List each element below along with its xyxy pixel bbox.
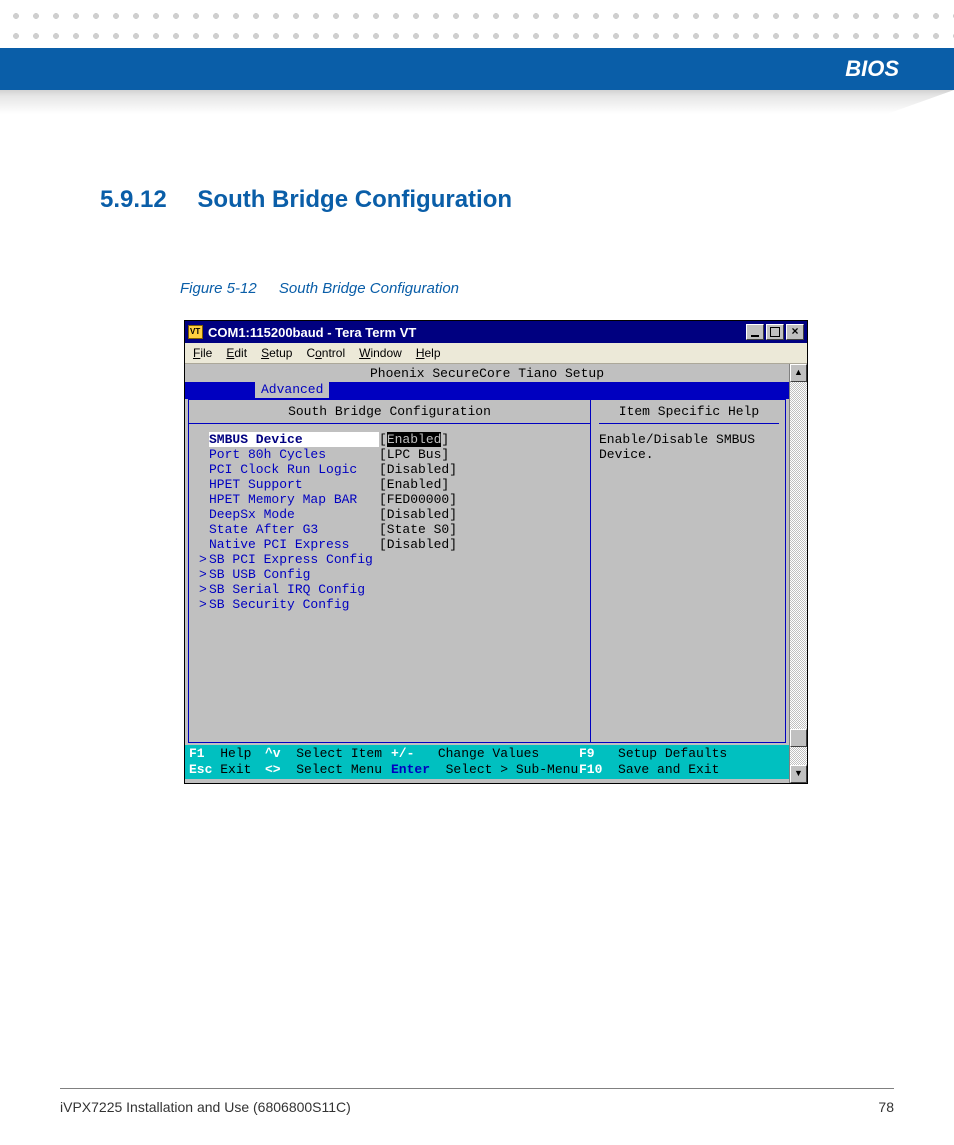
option-label: DeepSx Mode [209, 507, 379, 522]
bios-option-row[interactable]: PCI Clock Run Logic[Disabled] [189, 462, 590, 477]
option-label: PCI Clock Run Logic [209, 462, 379, 477]
option-value: [LPC Bus] [379, 447, 449, 462]
option-label: HPET Support [209, 477, 379, 492]
bios-option-row[interactable]: >SB Serial IRQ Config [189, 582, 590, 597]
bios-tab-advanced[interactable]: Advanced [255, 382, 329, 398]
bios-option-row[interactable]: >SB Security Config [189, 597, 590, 612]
blank [199, 537, 209, 552]
window-titlebar[interactable]: COM1:115200baud - Tera Term VT × [185, 321, 807, 343]
blank [199, 462, 209, 477]
submenu-icon: > [199, 582, 209, 597]
option-value: [Disabled] [379, 537, 457, 552]
submenu-icon: > [199, 597, 209, 612]
scroll-track[interactable] [790, 382, 807, 765]
header-shadow [0, 90, 954, 150]
section-number: 5.9.12 [100, 186, 167, 213]
menu-window[interactable]: Window [359, 346, 402, 360]
option-value: [FED00000] [379, 492, 457, 507]
option-label: State After G3 [209, 522, 379, 537]
blank [199, 447, 209, 462]
figure-title: South Bridge Configuration [279, 280, 459, 297]
option-value: [Enabled] [379, 477, 449, 492]
submenu-icon: > [199, 567, 209, 582]
option-label: SB Serial IRQ Config [209, 582, 379, 597]
bios-tab-row: Advanced [185, 382, 789, 398]
option-label: HPET Memory Map BAR [209, 492, 379, 507]
bios-left-title: South Bridge Configuration [189, 404, 590, 424]
option-value: [Disabled] [379, 462, 457, 477]
footer-rule [60, 1088, 894, 1089]
key-f1: F1 [189, 746, 205, 762]
option-label: SB USB Config [209, 567, 379, 582]
bios-help-panel: Item Specific Help Enable/Disable SMBUS … [591, 400, 785, 742]
maximize-button[interactable] [766, 324, 784, 340]
close-button[interactable]: × [786, 324, 804, 340]
blank [199, 477, 209, 492]
blank [199, 432, 209, 447]
section-heading: 5.9.12 South Bridge Configuration [100, 186, 512, 214]
option-label: SB Security Config [209, 597, 379, 612]
terminal-content: Phoenix SecureCore Tiano Setup Advanced … [185, 364, 789, 783]
bios-option-row[interactable]: Port 80h Cycles[LPC Bus] [189, 447, 590, 462]
bios-option-row[interactable]: Native PCI Express[Disabled] [189, 537, 590, 552]
bios-option-row[interactable]: SMBUS Device[Enabled] [189, 432, 590, 447]
section-title-text: South Bridge Configuration [197, 186, 512, 213]
minimize-button[interactable] [746, 324, 764, 340]
key-f10: F10 [579, 762, 602, 778]
figure-caption: Figure 5-12 South Bridge Configuration [180, 280, 459, 297]
submenu-icon: > [199, 552, 209, 567]
bios-help-text: Enable/Disable SMBUS Device. [599, 432, 779, 462]
bios-option-row[interactable]: >SB PCI Express Config [189, 552, 590, 567]
menu-control[interactable]: Control [306, 346, 345, 360]
blank [199, 522, 209, 537]
scroll-down-button[interactable]: ▼ [790, 765, 807, 783]
option-value: [Enabled] [379, 432, 449, 447]
menu-setup[interactable]: Setup [261, 346, 292, 360]
header-corner [814, 90, 954, 140]
option-label: SMBUS Device [209, 432, 379, 447]
menu-file[interactable]: File [193, 346, 212, 360]
footer-doc-title: iVPX7225 Installation and Use (6806800S1… [60, 1099, 351, 1115]
bios-option-row[interactable]: >SB USB Config [189, 567, 590, 582]
terminal-window: COM1:115200baud - Tera Term VT × File Ed… [184, 320, 808, 784]
window-title: COM1:115200baud - Tera Term VT [208, 325, 746, 340]
key-enter: Enter [391, 762, 430, 777]
bios-option-row[interactable]: HPET Memory Map BAR[FED00000] [189, 492, 590, 507]
key-f9: F9 [579, 746, 595, 762]
menu-edit[interactable]: Edit [226, 346, 247, 360]
menu-help[interactable]: Help [416, 346, 441, 360]
option-label: Port 80h Cycles [209, 447, 379, 462]
bios-left-panel: South Bridge Configuration SMBUS Device[… [189, 400, 591, 742]
bios-help-title: Item Specific Help [599, 404, 779, 424]
key-esc: Esc [189, 762, 212, 778]
app-icon [188, 325, 203, 339]
bios-option-row[interactable]: State After G3[State S0] [189, 522, 590, 537]
page-footer: iVPX7225 Installation and Use (6806800S1… [60, 1099, 894, 1115]
option-label: SB PCI Express Config [209, 552, 379, 567]
menu-bar: File Edit Setup Control Window Help [185, 343, 807, 364]
scroll-thumb[interactable] [790, 729, 807, 747]
scroll-up-button[interactable]: ▲ [790, 364, 807, 382]
blank [199, 492, 209, 507]
page-header-label: BIOS [845, 56, 899, 82]
bios-setup-title: Phoenix SecureCore Tiano Setup [185, 364, 789, 382]
option-value: [Disabled] [379, 507, 457, 522]
page-header: BIOS [0, 48, 954, 90]
footer-page-number: 78 [878, 1099, 894, 1115]
blank [199, 507, 209, 522]
bios-option-row[interactable]: HPET Support[Enabled] [189, 477, 590, 492]
option-value: [State S0] [379, 522, 457, 537]
bios-key-bar: F1 Help ^v Select Item +/- Change Values… [185, 745, 789, 779]
scrollbar[interactable]: ▲ ▼ [789, 364, 807, 783]
bios-option-row[interactable]: DeepSx Mode[Disabled] [189, 507, 590, 522]
figure-number: Figure 5-12 [180, 280, 257, 297]
option-label: Native PCI Express [209, 537, 379, 552]
